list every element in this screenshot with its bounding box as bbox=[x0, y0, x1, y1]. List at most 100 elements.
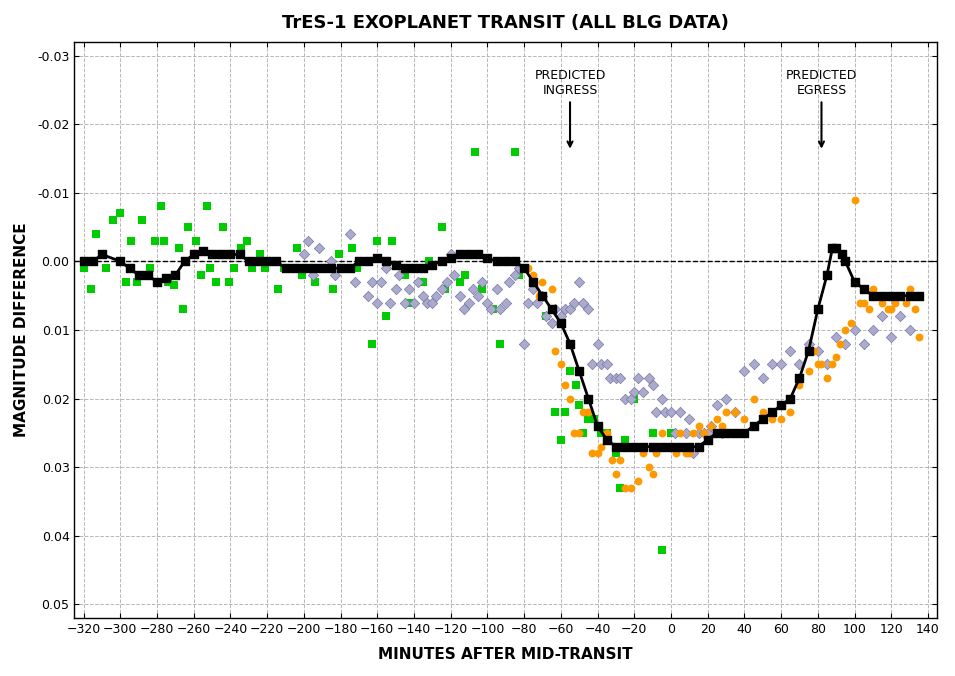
Point bbox=[548, 345, 563, 356]
Point bbox=[333, 263, 349, 274]
Point bbox=[746, 420, 761, 431]
Point bbox=[344, 242, 359, 253]
Point bbox=[893, 290, 908, 301]
Point bbox=[829, 352, 844, 363]
Point bbox=[626, 441, 642, 452]
Point bbox=[172, 242, 187, 253]
Point bbox=[471, 249, 486, 260]
Point bbox=[278, 263, 293, 274]
Point bbox=[300, 235, 315, 246]
Point bbox=[911, 290, 926, 301]
Point bbox=[456, 304, 471, 315]
Point bbox=[856, 338, 871, 349]
Point bbox=[718, 407, 733, 418]
Point bbox=[847, 324, 862, 335]
Point bbox=[883, 290, 899, 301]
Point bbox=[392, 270, 407, 281]
Point bbox=[226, 263, 242, 274]
Point bbox=[865, 290, 881, 301]
Point bbox=[177, 256, 192, 267]
Point bbox=[764, 407, 779, 418]
Point bbox=[838, 256, 853, 267]
Point bbox=[313, 263, 329, 274]
Point bbox=[457, 270, 473, 281]
Point bbox=[599, 435, 614, 445]
Point bbox=[548, 304, 563, 315]
Point bbox=[714, 420, 730, 431]
Point bbox=[902, 324, 917, 335]
Point bbox=[774, 359, 789, 370]
Point bbox=[608, 441, 624, 452]
Point bbox=[364, 276, 379, 287]
Point bbox=[618, 441, 633, 452]
Point bbox=[682, 448, 697, 459]
Point bbox=[351, 256, 367, 267]
Point bbox=[710, 414, 725, 425]
Point bbox=[544, 304, 560, 315]
Point bbox=[485, 304, 500, 315]
Point bbox=[557, 407, 572, 418]
Point bbox=[419, 297, 435, 308]
Point bbox=[718, 393, 733, 404]
Point bbox=[260, 256, 275, 267]
Point bbox=[202, 263, 218, 274]
Point bbox=[911, 331, 926, 342]
Point bbox=[612, 455, 627, 466]
Point bbox=[562, 304, 578, 315]
Point bbox=[801, 338, 817, 349]
Point bbox=[654, 544, 669, 555]
Point bbox=[199, 201, 214, 212]
Point bbox=[736, 427, 752, 438]
Point bbox=[664, 407, 679, 418]
Point bbox=[728, 407, 743, 418]
Point bbox=[76, 263, 92, 274]
Point bbox=[618, 393, 633, 404]
Point bbox=[783, 393, 798, 404]
Point bbox=[562, 366, 578, 377]
Point bbox=[397, 297, 413, 308]
Point bbox=[475, 283, 490, 294]
Point bbox=[306, 263, 321, 274]
Point bbox=[645, 441, 660, 452]
Point bbox=[902, 283, 917, 294]
Point bbox=[553, 435, 568, 445]
Point bbox=[142, 263, 158, 274]
Point bbox=[626, 393, 642, 404]
Point bbox=[710, 400, 725, 411]
Point bbox=[437, 283, 453, 294]
Point bbox=[140, 270, 156, 281]
Point bbox=[204, 249, 220, 260]
Point bbox=[875, 311, 890, 322]
Point bbox=[242, 256, 257, 267]
Point bbox=[465, 283, 480, 294]
Point bbox=[511, 263, 526, 274]
Point bbox=[453, 249, 468, 260]
Point bbox=[493, 338, 508, 349]
Point bbox=[690, 427, 706, 438]
Point bbox=[581, 407, 596, 418]
Point bbox=[838, 338, 853, 349]
Point bbox=[603, 372, 618, 383]
Point bbox=[407, 263, 422, 274]
Point bbox=[507, 146, 522, 157]
Point bbox=[525, 270, 541, 281]
Point bbox=[902, 290, 917, 301]
Point bbox=[525, 283, 541, 294]
Point bbox=[384, 235, 399, 246]
Point bbox=[479, 297, 495, 308]
Point bbox=[135, 215, 150, 226]
Point bbox=[672, 407, 688, 418]
Point bbox=[658, 407, 673, 418]
Point bbox=[829, 331, 844, 342]
Point bbox=[535, 290, 550, 301]
Point bbox=[76, 256, 92, 267]
Point bbox=[415, 276, 431, 287]
Point bbox=[825, 359, 840, 370]
Point bbox=[880, 304, 895, 315]
Point bbox=[535, 290, 550, 301]
Point bbox=[453, 290, 468, 301]
Point bbox=[853, 297, 868, 308]
Point bbox=[208, 276, 223, 287]
Point bbox=[810, 304, 825, 315]
Point bbox=[148, 235, 163, 246]
